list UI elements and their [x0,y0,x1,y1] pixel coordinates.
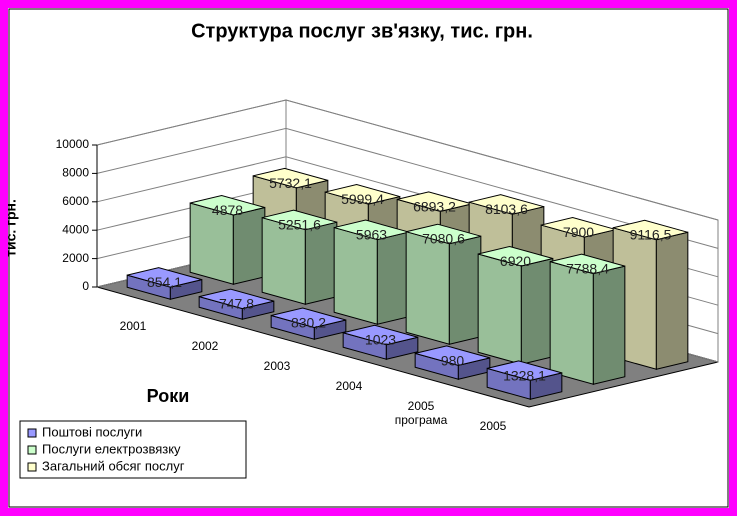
bar-side [376,231,410,325]
x-tick-label: 2001 [119,319,147,333]
bar-top [613,219,688,241]
bar-top [253,167,328,189]
value-label: 980 [441,352,465,368]
bar-side [520,257,554,365]
bar [126,267,203,300]
bar [270,307,347,340]
y-tick-label: 0 [82,279,89,293]
bar-top [406,223,481,245]
legend-box [19,420,247,479]
bar-side [232,206,266,285]
value-label: 6893,2 [413,198,456,214]
bar-side [655,231,689,370]
bar-top [550,253,625,275]
y-tick-label: 10000 [56,137,90,151]
value-label: 5251,6 [278,217,321,233]
y-tick-label: 8000 [62,166,89,180]
y-tick-label: 6000 [62,194,89,208]
bar-top [262,209,337,231]
chart-title: Структура послуг зв'язку, тис. грн. [191,20,533,42]
bar [342,324,419,360]
bar [477,245,554,365]
value-label: 6920 [500,253,531,269]
bar [405,223,482,345]
value-label: 7080,6 [422,231,465,247]
value-label: 854,1 [147,274,182,290]
value-label: 7900 [563,224,594,240]
legend-label: Поштові послуги [42,424,142,439]
bar-side [592,265,626,385]
x-tick-label: 2002 [191,339,219,353]
y-tick-label: 4000 [62,222,89,236]
value-label: 830,2 [291,314,326,330]
value-label: 1023 [365,332,396,348]
bar-top [325,184,400,205]
bar [333,219,410,325]
legend-label: Загальний обсяг послуг [42,458,185,473]
bar-top [343,324,418,346]
legend-label: Послуги електрозвязку [42,441,181,456]
value-label: 7788,4 [566,261,609,277]
x-tick-label: 2003 [263,359,291,373]
bar-front [477,253,522,365]
inner-frame [8,8,729,508]
y-tick-label: 2000 [62,251,89,265]
bar [549,253,626,385]
bar [189,194,266,285]
bar-top [478,245,553,267]
value-label: 8103,6 [485,201,528,217]
x-axis-title: Роки [147,386,190,406]
value-label: 747,8 [219,296,254,312]
bar-top [487,360,562,381]
bar-top [190,194,265,216]
bar-front [405,231,450,345]
bar-side [448,235,482,345]
y-axis-title: тис. грн. [3,199,19,257]
value-label: 5963 [356,227,387,243]
value-label: 1328,1 [503,367,546,383]
bar-front [549,260,594,385]
value-label: 5732,1 [269,175,312,191]
bar-top [271,307,346,328]
bar-top [199,288,274,310]
value-label: 4878 [212,202,243,218]
x-tick-label: 2005 програма [394,399,448,427]
bar-top [469,194,544,215]
bar [198,288,275,320]
grid-line [96,127,719,249]
grid-line [96,99,719,221]
bar [486,360,563,400]
x-tick-label: 2004 [335,379,363,393]
value-label: 9116,5 [630,227,672,243]
bar-top [127,267,202,288]
value-label: 5999,4 [341,191,384,207]
legend-swatch [27,445,37,455]
x-tick-label: 2005 [479,419,507,433]
bar [414,345,491,380]
bar-side [304,221,338,305]
bar [261,209,338,305]
legend-swatch [27,428,37,438]
legend-swatch [27,462,37,472]
bar-top [415,345,490,366]
